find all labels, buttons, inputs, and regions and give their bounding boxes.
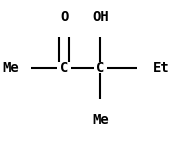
Text: C: C bbox=[96, 61, 105, 75]
Text: O: O bbox=[60, 10, 68, 24]
Text: Me: Me bbox=[2, 61, 19, 75]
Text: OH: OH bbox=[92, 10, 109, 24]
Text: Et: Et bbox=[153, 61, 169, 75]
Text: Me: Me bbox=[92, 113, 109, 127]
Text: C: C bbox=[60, 61, 68, 75]
